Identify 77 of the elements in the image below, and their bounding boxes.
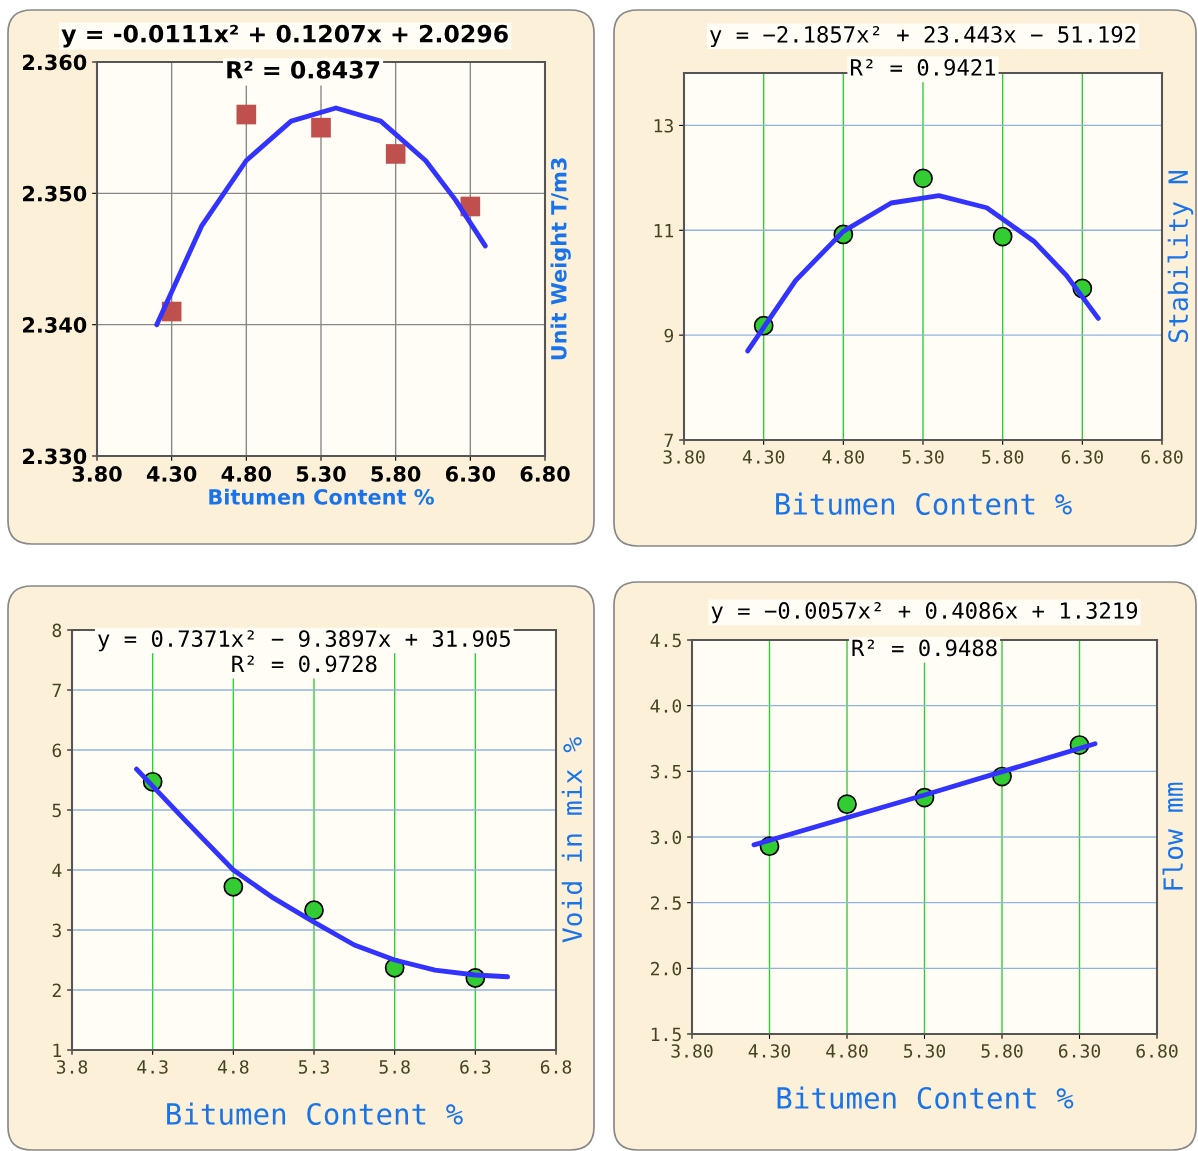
- y-tick-label: 2.340: [23, 317, 87, 333]
- point: [913, 168, 933, 189]
- text: R² = 0.9728: [232, 655, 377, 673]
- y-tick-label: 2: [52, 983, 61, 997]
- point: [236, 104, 257, 125]
- x-tick-label: 4.80: [221, 466, 272, 482]
- y-tick-label: 3.5: [650, 764, 681, 779]
- y-tick-label: 2.360: [23, 54, 87, 71]
- x-tick-label: 4.3: [137, 1060, 168, 1074]
- x-tick-label: 6.30: [1061, 450, 1103, 464]
- x-tick-label: 6.8: [540, 1060, 572, 1074]
- x-tick-label: 6.80: [1141, 450, 1183, 464]
- y-tick-label: 7: [52, 683, 61, 697]
- chart-title: y = −0.0057x² + 0.4086x + 1.3219: [711, 602, 1138, 624]
- x-tick-label: 6.80: [1136, 1044, 1178, 1058]
- x-tick-label: 4.30: [748, 1044, 791, 1058]
- x-tick-label: 6.3: [460, 1060, 491, 1074]
- chart-title: y = −2.1857x² + 23.443x − 51.192: [710, 26, 1136, 48]
- line-series: [745, 193, 1101, 354]
- line-series: [154, 105, 488, 328]
- x-tick-label: 5.80: [371, 466, 421, 482]
- x-tick-label: 6.30: [445, 466, 496, 482]
- x-tick-label: 5.30: [296, 466, 346, 482]
- point: [992, 226, 1013, 247]
- x-tick-label: 6.80: [520, 466, 570, 482]
- point: [304, 900, 324, 921]
- y-tick-label: 6: [52, 743, 62, 758]
- point: [385, 144, 406, 164]
- y-tick-label: 1: [53, 1043, 62, 1057]
- y-tick-label: 2.5: [651, 896, 681, 910]
- y-tick-label: 7: [664, 433, 673, 447]
- x-tick-label: 5.8: [379, 1060, 410, 1074]
- y-tick-label: 13: [654, 118, 673, 133]
- x-tick-label: 5.3: [298, 1060, 329, 1074]
- point: [837, 794, 857, 815]
- chart-title: y = -0.0111x² + 0.1207x + 2.0296: [61, 24, 508, 48]
- chart-subtitle: R² = 0.9488: [852, 639, 997, 657]
- x-tick-label: 3.80: [671, 1044, 713, 1058]
- point: [223, 876, 244, 897]
- y-tick-label: 9: [664, 328, 674, 343]
- x-tick-label: 5.30: [904, 1044, 946, 1058]
- x-tick-label: 4.30: [146, 466, 197, 482]
- x-tick-label: 4.80: [826, 1044, 868, 1058]
- point: [311, 117, 331, 138]
- x-axis-title: Bitumen Content %: [209, 488, 434, 505]
- y-tick-label: 2.0: [651, 961, 682, 976]
- y-tick-label: 2.330: [23, 448, 87, 465]
- y-tick-label: 2.350: [23, 185, 87, 202]
- y-axis-title: Void in mix %: [561, 737, 583, 943]
- x-tick-label: 4.80: [822, 450, 864, 464]
- x-axis-title: Bitumen Content %: [776, 492, 1072, 516]
- y-tick-label: 4.0: [650, 699, 682, 713]
- chart-subtitle: R² = 0.8437: [227, 60, 380, 79]
- y-tick-label: 5: [52, 803, 61, 818]
- y-tick-label: 3: [52, 923, 61, 938]
- y-tick-label: 11: [654, 224, 674, 238]
- x-tick-label: 5.80: [981, 1044, 1023, 1058]
- x-tick-label: 3.80: [72, 466, 122, 482]
- y-axis-title: Unit Weight T/m3: [550, 158, 571, 360]
- x-tick-label: 5.30: [902, 450, 944, 464]
- x-tick-label: 3.8: [56, 1060, 88, 1074]
- x-tick-label: 5.80: [982, 450, 1024, 464]
- y-tick-label: 8: [52, 623, 62, 638]
- x-tick-label: 6.30: [1058, 1044, 1101, 1058]
- y-axis-title: Flow mm: [1162, 782, 1184, 890]
- chart-subtitle: R² = 0.9421: [850, 59, 996, 76]
- x-axis-title: Bitumen Content %: [777, 1086, 1074, 1110]
- chart-title: y = 0.7371x² − 9.3897x + 31.905: [98, 630, 510, 652]
- y-tick-label: 1.5: [651, 1027, 681, 1042]
- x-tick-label: 4.30: [742, 450, 785, 464]
- x-tick-label: 3.80: [663, 450, 705, 464]
- y-axis-title: Stability N: [1167, 170, 1194, 343]
- y-tick-label: 3.0: [650, 830, 682, 845]
- y-tick-label: 4: [52, 863, 62, 877]
- x-axis-title: Bitumen Content %: [167, 1102, 463, 1126]
- x-tick-label: 4.8: [217, 1060, 249, 1074]
- y-tick-label: 4.5: [650, 633, 681, 648]
